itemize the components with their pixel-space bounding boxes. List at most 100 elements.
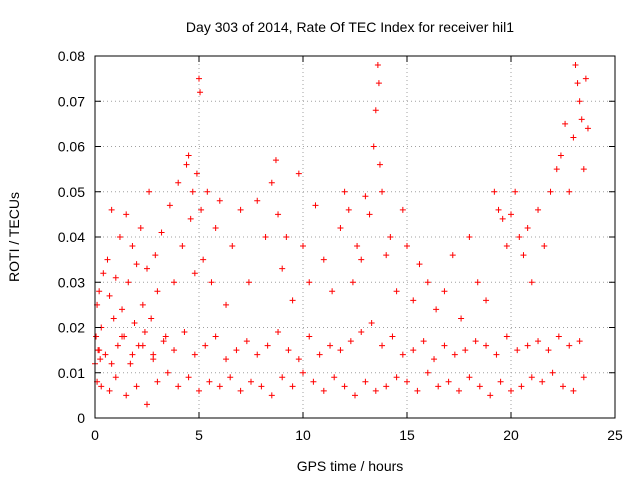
data-point: [289, 297, 296, 304]
data-point: [175, 383, 182, 390]
data-point: [268, 392, 275, 399]
data-point: [306, 279, 313, 286]
data-point: [389, 333, 396, 340]
data-point: [275, 211, 282, 218]
data-point: [187, 215, 194, 222]
data-point: [370, 143, 377, 150]
data-point: [175, 179, 182, 186]
data-point: [300, 243, 306, 250]
data-point: [462, 347, 469, 354]
data-point: [258, 383, 265, 390]
data-point: [320, 387, 327, 394]
data-point: [191, 270, 198, 277]
data-point: [441, 342, 448, 349]
data-point: [158, 229, 165, 236]
data-point: [549, 369, 556, 376]
data-point: [474, 279, 481, 286]
data-point: [535, 206, 542, 213]
data-point: [352, 392, 358, 399]
data-point: [483, 342, 490, 349]
data-point: [414, 387, 421, 394]
data-point: [404, 378, 410, 385]
grid-lines: [95, 56, 615, 418]
data-point: [516, 234, 523, 240]
data-point: [125, 279, 132, 286]
y-tick-label: 0.02: [58, 320, 85, 336]
x-tick-label: 0: [91, 427, 99, 443]
data-point: [358, 256, 365, 263]
y-tick-label: 0.06: [58, 139, 85, 155]
data-point: [295, 356, 302, 363]
data-point: [204, 188, 211, 195]
data-point: [449, 252, 456, 259]
data-point: [208, 279, 215, 286]
data-point: [106, 387, 113, 394]
data-point: [114, 342, 121, 349]
data-point: [102, 351, 109, 358]
data-point: [97, 356, 104, 363]
data-point: [185, 152, 192, 159]
data-point: [362, 193, 369, 200]
data-point: [306, 333, 313, 340]
data-point: [574, 80, 581, 87]
data-point: [520, 252, 527, 259]
data-point: [144, 401, 150, 408]
y-tick-label: 0.03: [58, 274, 85, 290]
data-point: [416, 261, 423, 268]
x-tick-label: 25: [607, 427, 623, 443]
data-point: [139, 342, 146, 349]
data-point: [129, 243, 136, 250]
data-point: [393, 374, 400, 381]
data-point: [320, 256, 327, 263]
data-point: [202, 342, 209, 349]
x-tick-label: 5: [195, 427, 203, 443]
data-point: [372, 387, 379, 394]
data-point: [96, 288, 103, 295]
data-point: [562, 120, 569, 127]
data-point: [387, 234, 394, 240]
data-point: [535, 338, 542, 345]
data-point: [483, 297, 490, 304]
data-point: [108, 206, 115, 213]
data-point: [570, 134, 577, 141]
data-point: [441, 288, 448, 295]
data-point: [358, 329, 365, 336]
data-point: [275, 329, 282, 336]
data-point: [127, 360, 134, 367]
data-point: [383, 252, 390, 259]
data-point: [545, 347, 552, 354]
data-point: [289, 383, 296, 390]
data-point: [229, 243, 236, 250]
data-point: [285, 347, 292, 354]
data-point: [329, 288, 336, 295]
data-point: [243, 338, 250, 345]
data-point: [272, 157, 279, 164]
data-point: [196, 75, 202, 82]
data-point: [189, 188, 196, 195]
data-point: [331, 374, 338, 381]
data-point: [154, 378, 161, 385]
y-tick-label: 0.01: [58, 365, 85, 381]
data-point: [524, 224, 531, 231]
data-point: [499, 215, 506, 222]
data-point: [503, 243, 510, 250]
y-axis-label: ROTI / TECUs: [6, 192, 22, 282]
data-point: [245, 279, 252, 286]
data-point: [362, 378, 369, 385]
data-point: [399, 351, 406, 358]
data-point: [123, 211, 130, 218]
data-point: [372, 107, 379, 114]
data-point: [295, 170, 302, 177]
data-point: [476, 383, 483, 390]
data-point: [96, 347, 103, 354]
data-point: [254, 197, 261, 204]
y-tick-label: 0.07: [58, 93, 85, 109]
data-point: [445, 378, 452, 385]
data-point: [547, 188, 554, 195]
data-point: [181, 329, 188, 336]
data-points: [92, 62, 591, 408]
data-point: [327, 342, 334, 349]
axis-ticks: [94, 55, 616, 419]
data-point: [420, 338, 427, 345]
